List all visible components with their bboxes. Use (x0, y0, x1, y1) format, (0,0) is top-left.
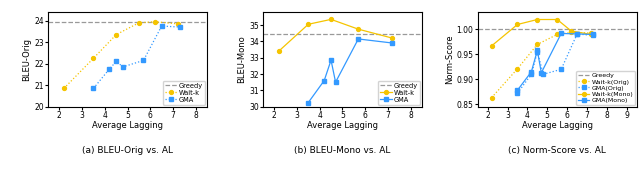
Text: (a) BLEU-Orig vs. AL: (a) BLEU-Orig vs. AL (82, 146, 173, 155)
GMA (305, 101, 312, 104)
Y-axis label: BLEU-Mono: BLEU-Mono (237, 35, 246, 83)
Wait-k (173, 23, 181, 25)
Wait-k(Orig) (514, 68, 522, 70)
GMA (388, 42, 396, 44)
Wait-k (327, 18, 335, 20)
Wait-k (60, 87, 68, 89)
Legend: Greedy, Wait-k, GMA: Greedy, Wait-k, GMA (163, 81, 205, 105)
GMA(Orig) (527, 73, 535, 75)
Line: GMA: GMA (92, 24, 182, 90)
GMA (332, 81, 339, 83)
GMA(Mono) (527, 71, 535, 73)
Greedy (248, 33, 255, 35)
Wait-k(Mono) (588, 33, 595, 35)
Wait-k (113, 34, 120, 36)
GMA (140, 59, 147, 61)
GMA(Orig) (534, 51, 541, 53)
GMA(Mono) (589, 33, 597, 35)
Wait-k(Orig) (554, 33, 561, 35)
GMA (176, 26, 184, 28)
GMA(Orig) (557, 68, 565, 70)
Wait-k (305, 23, 312, 25)
Y-axis label: BLEU-Orig: BLEU-Orig (22, 38, 31, 81)
Text: (c) Norm-Score vs. AL: (c) Norm-Score vs. AL (508, 146, 606, 155)
GMA (321, 79, 328, 82)
Wait-k (90, 57, 97, 59)
Greedy (444, 28, 452, 30)
GMA(Orig) (540, 73, 547, 75)
GMA(Mono) (534, 49, 541, 51)
Wait-k(Mono) (554, 18, 561, 20)
Legend: Greedy, Wait-k, GMA: Greedy, Wait-k, GMA (378, 81, 420, 105)
GMA (327, 59, 335, 61)
Wait-k (151, 21, 159, 23)
Line: GMA(Mono): GMA(Mono) (515, 31, 595, 92)
GMA(Mono) (514, 89, 522, 91)
Line: Wait-k: Wait-k (62, 20, 180, 90)
GMA (158, 25, 166, 27)
Wait-k(Orig) (567, 31, 575, 34)
X-axis label: Average Lagging: Average Lagging (92, 121, 163, 130)
GMA(Mono) (538, 72, 545, 74)
Wait-k(Orig) (588, 32, 595, 34)
Line: GMA: GMA (307, 37, 394, 105)
GMA (90, 87, 97, 89)
Greedy (464, 28, 472, 30)
Legend: Greedy, Wait-k(Orig), GMA(Orig), Wait-k(Mono), GMA(Mono): Greedy, Wait-k(Orig), GMA(Orig), Wait-k(… (576, 71, 635, 105)
Wait-k (388, 37, 396, 39)
Wait-k(Mono) (488, 45, 495, 47)
Wait-k(Orig) (488, 97, 495, 99)
GMA(Mono) (557, 32, 565, 34)
Greedy (225, 33, 232, 35)
Wait-k(Mono) (514, 23, 522, 25)
X-axis label: Average Lagging: Average Lagging (522, 121, 593, 130)
Line: Wait-k(Orig): Wait-k(Orig) (490, 30, 593, 100)
Wait-k (355, 28, 362, 30)
Line: Wait-k: Wait-k (277, 17, 394, 53)
Line: Wait-k(Mono): Wait-k(Mono) (490, 18, 593, 48)
Wait-k (135, 22, 143, 24)
Wait-k (275, 50, 283, 52)
Wait-k(Mono) (567, 30, 575, 32)
GMA (113, 60, 120, 62)
GMA (355, 38, 362, 40)
Line: GMA(Orig): GMA(Orig) (515, 32, 595, 95)
GMA (106, 68, 113, 70)
Greedy (10, 21, 18, 23)
GMA(Orig) (573, 33, 581, 35)
Text: (b) BLEU-Mono vs. AL: (b) BLEU-Mono vs. AL (294, 146, 390, 155)
Wait-k(Mono) (534, 18, 541, 20)
GMA(Orig) (514, 92, 522, 94)
Greedy (33, 21, 40, 23)
GMA(Mono) (573, 33, 581, 35)
Y-axis label: Norm-Score: Norm-Score (445, 35, 454, 84)
Wait-k(Orig) (534, 43, 541, 45)
GMA (119, 66, 127, 68)
X-axis label: Average Lagging: Average Lagging (307, 121, 378, 130)
GMA(Orig) (589, 34, 597, 36)
